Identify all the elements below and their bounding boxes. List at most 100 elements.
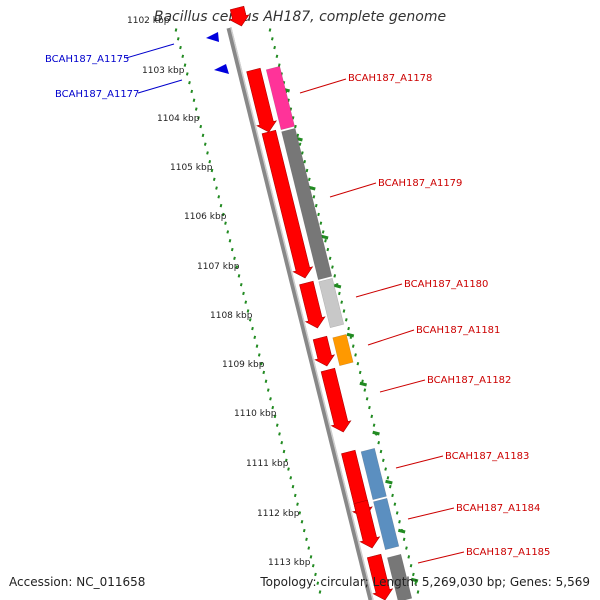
tick-mark — [282, 449, 286, 454]
label-leader — [417, 551, 465, 564]
tick-mark — [351, 344, 355, 348]
tick-mark — [365, 397, 369, 401]
tick-mark — [305, 537, 308, 542]
label-leader — [137, 79, 183, 94]
kbp-label: 1105 kbp — [170, 163, 213, 173]
tick-mark — [215, 186, 218, 190]
tick-mark — [381, 458, 385, 462]
tick-mark — [370, 414, 374, 419]
tick-mark — [253, 335, 257, 340]
map-title: Bacillus cereus AH187, complete genome — [153, 9, 447, 25]
tick-mark — [212, 177, 216, 181]
tick-mark — [192, 98, 196, 102]
tick-mark — [363, 388, 367, 392]
tick-mark — [340, 300, 344, 304]
tick-mark — [318, 590, 322, 594]
gene-arrow — [228, 5, 250, 27]
label-leader — [395, 455, 444, 469]
cog-box — [265, 65, 295, 131]
tick-mark — [384, 467, 387, 471]
tick-mark — [248, 318, 252, 322]
tick-mark — [226, 230, 230, 234]
gene-arrow — [299, 280, 326, 329]
kbp-label: 1107 kbp — [197, 262, 240, 272]
cog-box — [332, 333, 354, 367]
tick-mark — [206, 151, 209, 155]
tick-mark — [257, 353, 261, 357]
gene-label-right: BCAH187_A1180 — [404, 279, 488, 290]
gene-arrow — [353, 499, 381, 549]
cog-box — [318, 277, 345, 329]
kbp-label: 1113 kbp — [268, 558, 311, 568]
tick-mark — [398, 520, 401, 524]
tick-mark — [379, 449, 383, 454]
tick-mark — [269, 397, 272, 401]
tick-mark — [338, 291, 341, 296]
tick-mark — [409, 563, 413, 568]
major-tick — [333, 283, 342, 289]
tick-mark — [190, 89, 194, 94]
accession-text: Accession: NC_011658 — [9, 575, 146, 589]
tick-mark — [201, 133, 205, 138]
tick-mark — [298, 511, 302, 515]
tick-mark — [321, 230, 325, 234]
tick-mark — [210, 168, 214, 173]
major-tick — [385, 479, 393, 485]
tick-mark — [293, 493, 297, 498]
gene-arrow-reverse — [206, 32, 219, 42]
tick-mark — [368, 405, 371, 410]
tick-mark — [237, 274, 241, 278]
tick-mark — [402, 537, 406, 542]
tick-mark — [266, 388, 270, 392]
backbone-line — [226, 27, 374, 600]
tick-mark — [289, 476, 293, 480]
tick-mark — [302, 528, 306, 533]
tick-mark — [416, 590, 420, 594]
tick-mark — [356, 361, 360, 366]
tick-mark — [395, 511, 399, 515]
kbp-label: 1111 kbp — [246, 459, 289, 469]
topology-text: Topology: circular; Length: 5,269,030 bp… — [260, 575, 590, 589]
tick-mark — [342, 309, 346, 313]
major-tick — [359, 381, 367, 387]
gene-label-right: BCAH187_A1182 — [427, 375, 511, 386]
tick-mark — [317, 212, 320, 217]
gene-label-right: BCAH187_A1181 — [416, 325, 500, 336]
tick-mark — [301, 151, 304, 155]
major-tick — [397, 528, 406, 534]
tick-mark — [324, 239, 327, 243]
tick-mark — [246, 309, 250, 313]
kbp-label: 1110 kbp — [234, 409, 277, 419]
tick-mark — [194, 107, 198, 111]
kbp-label: 1106 kbp — [184, 212, 227, 222]
gene-label-right: BCAH187_A1178 — [348, 73, 432, 84]
tick-mark — [307, 546, 311, 550]
major-tick — [346, 332, 355, 338]
tick-mark — [224, 221, 227, 225]
gene-label-right: BCAH187_A1179 — [378, 178, 462, 189]
tick-mark — [386, 476, 390, 480]
tick-mark — [230, 247, 234, 252]
cog-box — [281, 127, 333, 281]
tick-mark — [312, 195, 316, 199]
tick-mark — [298, 142, 302, 146]
tick-mark — [176, 37, 180, 41]
tick-mark — [377, 441, 381, 445]
tick-mark — [314, 572, 317, 577]
tick-mark — [251, 326, 254, 331]
tick-mark — [391, 493, 394, 498]
tick-mark — [331, 265, 334, 269]
tick-mark — [179, 45, 182, 50]
major-tick — [320, 234, 329, 240]
tick-mark — [197, 116, 200, 120]
tick-mark — [268, 28, 272, 32]
tick-mark — [358, 370, 362, 375]
kbp-label: 1108 kbp — [210, 311, 253, 321]
gene-label-right: BCAH187_A1185 — [466, 547, 550, 558]
gene-arrow — [246, 67, 277, 133]
tick-mark — [271, 405, 275, 410]
label-leader — [329, 182, 377, 198]
kbp-label: 1103 kbp — [142, 66, 185, 76]
label-leader — [125, 43, 175, 59]
